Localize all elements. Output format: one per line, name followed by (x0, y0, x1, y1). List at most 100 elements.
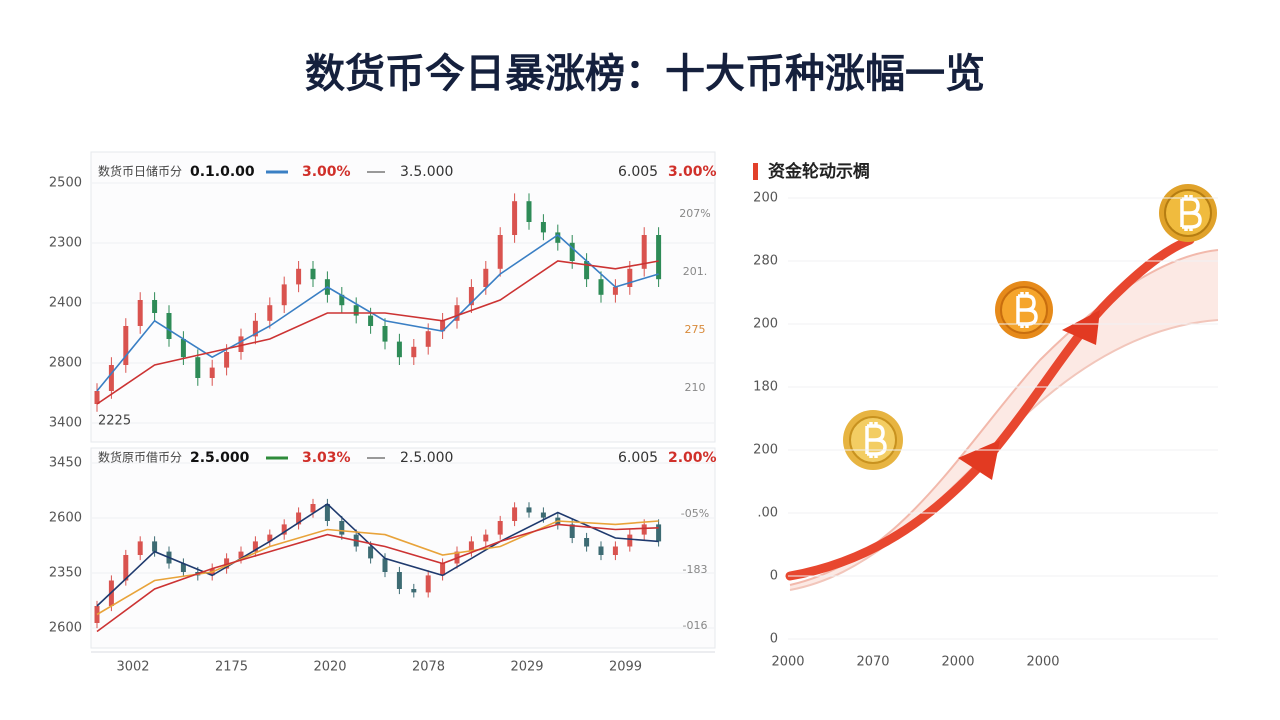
arrow-head (1062, 310, 1100, 345)
y-tick-label: 200 (753, 443, 778, 458)
candle-body (180, 339, 186, 358)
candle-body (382, 326, 388, 342)
candle-body (540, 222, 546, 233)
candle-body (641, 524, 647, 535)
y-tick-label: 200 (753, 191, 778, 206)
header-text: 2.5.000 (400, 450, 453, 466)
candle-body (224, 558, 230, 569)
candle-body (108, 365, 114, 391)
candle-body (584, 261, 590, 280)
candle-body (94, 391, 100, 404)
header-text: 数货币日储币分 (98, 164, 182, 179)
candle-body (483, 534, 489, 542)
candle-body (440, 563, 446, 576)
candle-body (540, 512, 546, 518)
y-tick-label: 2400 (49, 296, 82, 311)
y-tick-label: 0 (770, 632, 778, 647)
candle-body (296, 268, 302, 285)
x-tick-label: 2070 (856, 655, 889, 670)
header-text: 3.03% (302, 450, 351, 466)
coin-symbol (1180, 195, 1202, 231)
candle-body (353, 305, 359, 316)
x-tick-label: 2099 (609, 660, 642, 675)
candle-body (569, 242, 575, 261)
flow-arrow (785, 235, 1195, 581)
right-label: 207% (679, 207, 710, 220)
candle-body (512, 507, 518, 521)
bottom-panel (90, 447, 716, 649)
title-marker (753, 163, 758, 180)
header-text: 6.005 (618, 164, 658, 180)
candle-body (396, 572, 402, 589)
candle-body (152, 541, 158, 552)
candle-body (310, 504, 316, 513)
header-text: 2.5.000 (190, 450, 250, 466)
candle-body (382, 558, 388, 572)
candle-body (310, 268, 316, 280)
candle-body (368, 546, 374, 559)
ma-line (96, 502, 659, 607)
coin (1159, 184, 1217, 242)
candle-body (137, 541, 143, 555)
x-tick-label: 2175 (215, 660, 248, 675)
y-tick-label: 3450 (49, 456, 82, 471)
candle-body (584, 538, 590, 547)
candle-body (123, 555, 129, 581)
y-tick-label: 2350 (49, 566, 82, 581)
candle-body (411, 589, 417, 593)
candle-body (339, 521, 345, 535)
candle-body (440, 320, 446, 332)
candle-body (123, 326, 129, 365)
header-text: 0.1.0.00 (190, 164, 255, 180)
header-text: 3.00% (302, 164, 351, 180)
candle-body (425, 331, 431, 347)
candle-body (569, 524, 575, 538)
header-text: 数货原币借币分 (98, 450, 182, 465)
coin-symbol (1016, 292, 1038, 328)
right-label: -016 (683, 619, 708, 632)
candle-body (497, 521, 503, 535)
header-text: 3.00% (668, 164, 717, 180)
candle-body (483, 268, 489, 287)
candle-body (512, 201, 518, 235)
candle-body (137, 300, 143, 326)
right-label: 201. (683, 265, 708, 278)
candle-body (555, 232, 561, 243)
ma-line (96, 233, 659, 392)
candle-body (238, 336, 244, 352)
page-title: 数货币今日暴涨榜：十大币种涨幅一览 (305, 51, 985, 97)
x-tick-label: 2020 (313, 660, 346, 675)
y-tick-label: 3400 (49, 416, 82, 431)
candle-body (454, 305, 460, 321)
x-tick-label: 2029 (510, 660, 543, 675)
y-tick-label: 200 (753, 317, 778, 332)
candle-body (627, 534, 633, 547)
candle-body (252, 320, 258, 337)
right-label: -05% (681, 507, 709, 520)
flow-chart (753, 163, 1219, 645)
top-panel (90, 151, 716, 443)
candle-body (339, 294, 345, 306)
candle-body (368, 315, 374, 326)
coin (843, 410, 903, 470)
candle-body (166, 313, 172, 339)
candle-body (281, 524, 287, 535)
ma-line (96, 260, 659, 405)
x-tick-label: 2000 (941, 655, 974, 670)
y-tick-label: 2600 (49, 621, 82, 636)
candle-body (267, 305, 273, 321)
y-tick-label: 280 (753, 254, 778, 269)
candle-body (252, 541, 258, 552)
candle-body (526, 201, 532, 222)
candle-body (627, 268, 633, 287)
right-label: 210 (685, 381, 706, 394)
candle-body (324, 504, 330, 521)
candle-body (468, 541, 474, 552)
coin-symbol (865, 422, 887, 458)
candle-body (152, 300, 158, 313)
candle-body (656, 235, 662, 280)
candle-body (396, 341, 402, 358)
y-tick-label: .00 (757, 506, 778, 521)
candle-body (209, 367, 215, 378)
